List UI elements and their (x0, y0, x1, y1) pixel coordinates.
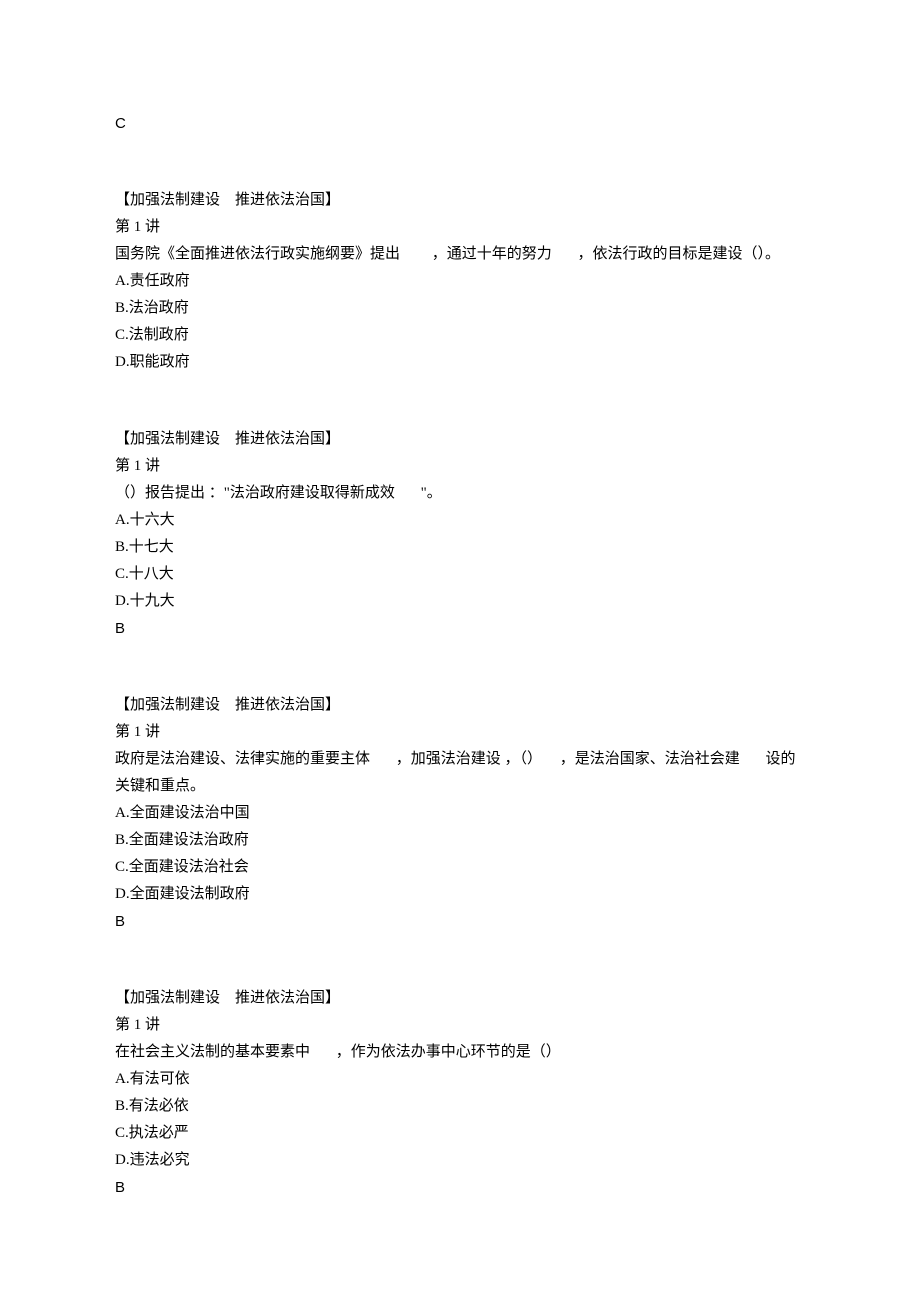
stem-segment: 国务院《全面推进依法行政实施纲要》提出 (115, 246, 400, 262)
section-title: 【加强法制建设 推进依法治国】 (115, 426, 805, 453)
option: D.全面建设法制政府 (115, 881, 805, 908)
option: B.全面建设法治政府 (115, 827, 805, 854)
option: D.职能政府 (115, 349, 805, 376)
stem-segment: 政府是法治建设、法律实施的重要主体 (115, 751, 370, 767)
option: A.责任政府 (115, 268, 805, 295)
section-title: 【加强法制建设 推进依法治国】 (115, 692, 805, 719)
option: C.执法必严 (115, 1120, 805, 1147)
answer: B (115, 908, 805, 935)
question-stem: 在社会主义法制的基本要素中 ，作为依法办事中心环节的是（） (115, 1039, 805, 1066)
stem-segment: ，通过十年的努力 (432, 246, 552, 262)
document-page: C 【加强法制建设 推进依法治国】 第 1 讲 国务院《全面推进依法行政实施纲要… (0, 0, 920, 1311)
question-stem: 国务院《全面推进依法行政实施纲要》提出 ，通过十年的努力 ，依法行政的目标是建设… (115, 241, 805, 268)
answer: B (115, 615, 805, 642)
lecture-label: 第 1 讲 (115, 719, 805, 746)
option: C.法制政府 (115, 322, 805, 349)
lecture-label: 第 1 讲 (115, 453, 805, 480)
question-block: 【加强法制建设 推进依法治国】 第 1 讲 在社会主义法制的基本要素中 ，作为依… (115, 985, 805, 1201)
section-title: 【加强法制建设 推进依法治国】 (115, 985, 805, 1012)
question-stem-line2: 关键和重点。 (115, 773, 805, 800)
stem-segment: ，依法行政的目标是建设（）。 (578, 246, 781, 262)
question-block: 【加强法制建设 推进依法治国】 第 1 讲 政府是法治建设、法律实施的重要主体 … (115, 692, 805, 935)
lecture-label: 第 1 讲 (115, 214, 805, 241)
option: A.有法可依 (115, 1066, 805, 1093)
option: B.法治政府 (115, 295, 805, 322)
question-stem: 政府是法治建设、法律实施的重要主体 ，加强法治建设 ，（） ，是法治国家、法治社… (115, 746, 805, 773)
answer: B (115, 1174, 805, 1201)
option: B.有法必依 (115, 1093, 805, 1120)
stem-segment: 设的 (766, 751, 796, 767)
stem-segment: ，加强法治建设 ，（） (396, 751, 542, 767)
stem-segment: "。 (421, 485, 442, 501)
question-block: 【加强法制建设 推进依法治国】 第 1 讲 （）报告提出 ："法治政府建设取得新… (115, 426, 805, 642)
question-stem: （）报告提出 ："法治政府建设取得新成效 "。 (115, 480, 805, 507)
option: C.十八大 (115, 561, 805, 588)
stem-segment: （）报告提出 ："法治政府建设取得新成效 (115, 485, 395, 501)
question-block: 【加强法制建设 推进依法治国】 第 1 讲 国务院《全面推进依法行政实施纲要》提… (115, 187, 805, 376)
top-answer: C (115, 110, 805, 137)
stem-segment: ，作为依法办事中心环节的是（） (336, 1044, 561, 1060)
option: A.全面建设法治中国 (115, 800, 805, 827)
stem-segment: ，是法治国家、法治社会建 (560, 751, 740, 767)
stem-segment: 在社会主义法制的基本要素中 (115, 1044, 310, 1060)
lecture-label: 第 1 讲 (115, 1012, 805, 1039)
option: C.全面建设法治社会 (115, 854, 805, 881)
option: A.十六大 (115, 507, 805, 534)
option: D.十九大 (115, 588, 805, 615)
section-title: 【加强法制建设 推进依法治国】 (115, 187, 805, 214)
option: B.十七大 (115, 534, 805, 561)
option: D.违法必究 (115, 1147, 805, 1174)
